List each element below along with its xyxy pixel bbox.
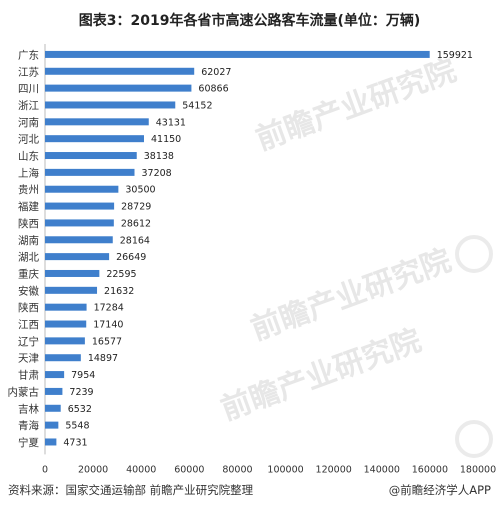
category-label: 四川	[18, 83, 39, 95]
data-label: 17140	[93, 320, 123, 331]
category-label: 天津	[18, 353, 39, 365]
bar	[45, 421, 59, 429]
x-tick-label: 40000	[126, 464, 156, 475]
category-label: 江西	[18, 319, 39, 331]
x-tick-label: 80000	[222, 464, 252, 475]
data-label: 62027	[201, 67, 231, 78]
category-label: 上海	[18, 166, 39, 179]
x-tick-label: 100000	[267, 464, 303, 475]
data-label: 159921	[437, 50, 473, 61]
watermark-logo-icon	[455, 235, 493, 273]
category-label: 吉林	[18, 402, 39, 415]
category-label: 宁夏	[18, 436, 39, 449]
category-label: 陕西	[18, 301, 39, 314]
data-label: 41150	[151, 134, 181, 145]
bar	[45, 438, 57, 446]
watermark-logo-icon	[455, 420, 493, 458]
category-label: 辽宁	[18, 335, 39, 348]
data-label: 37208	[142, 168, 172, 179]
data-label: 26649	[116, 252, 146, 263]
data-label: 7239	[69, 387, 93, 398]
x-tick-label: 180000	[460, 464, 496, 475]
bar	[45, 303, 87, 311]
data-label: 7954	[71, 370, 95, 381]
data-label: 5548	[65, 421, 89, 432]
data-label: 60866	[198, 84, 228, 95]
bar	[45, 168, 135, 176]
bar	[45, 84, 192, 92]
data-label: 38138	[144, 151, 174, 162]
category-label: 安徽	[18, 284, 39, 297]
footer: 资料来源：国家交通运输部 前瞻产业研究院整理 @前瞻经济学人APP	[8, 482, 491, 504]
bar	[45, 371, 65, 379]
category-label: 广东	[18, 48, 39, 61]
bar	[45, 387, 63, 395]
data-label: 43131	[156, 117, 186, 128]
bar	[45, 135, 144, 143]
source-note: 资料来源：国家交通运输部 前瞻产业研究院整理	[8, 483, 254, 497]
bar	[45, 253, 110, 261]
x-tick-label: 0	[42, 464, 48, 475]
bar	[45, 101, 176, 109]
data-label: 54152	[182, 100, 212, 111]
category-label: 河北	[18, 134, 39, 146]
chart-title: 图表3：2019年各省市高速公路客车流量(单位：万辆)	[78, 13, 421, 29]
x-tick-label: 60000	[174, 464, 204, 475]
data-label: 28729	[121, 202, 151, 213]
data-label: 21632	[104, 286, 134, 297]
x-tick-label: 20000	[78, 464, 108, 475]
bar	[45, 202, 115, 210]
bar	[45, 354, 81, 362]
x-tick-label: 120000	[316, 464, 352, 475]
data-label: 14897	[88, 353, 118, 364]
category-label: 浙江	[18, 100, 39, 112]
category-label: 福建	[18, 200, 39, 213]
category-label: 湖北	[18, 252, 39, 264]
bar	[45, 337, 85, 345]
category-label: 青海	[18, 419, 39, 432]
bar	[45, 118, 149, 126]
brand-credit: @前瞻经济学人APP	[388, 483, 491, 497]
category-label: 江苏	[18, 65, 39, 78]
category-label: 湖南	[18, 234, 39, 247]
data-label: 17284	[94, 303, 124, 314]
data-label: 28164	[120, 235, 150, 246]
bar	[45, 219, 114, 227]
data-label: 6532	[68, 404, 92, 415]
category-label: 内蒙古	[8, 385, 40, 398]
bar	[45, 67, 195, 75]
category-label: 重庆	[18, 267, 39, 280]
category-label: 甘肃	[18, 369, 39, 382]
data-label: 22595	[106, 269, 136, 280]
x-tick-label: 160000	[412, 464, 448, 475]
bar	[45, 50, 430, 58]
bar	[45, 404, 61, 412]
category-label: 河南	[18, 116, 39, 129]
bar-chart: 广东 159921 江苏 62027 四川 60866 浙江 54152 河南 43131 河北 41…	[8, 44, 496, 475]
data-label: 28612	[121, 218, 151, 229]
bar	[45, 236, 113, 244]
data-label: 16577	[92, 336, 122, 347]
category-label: 贵州	[18, 183, 39, 196]
category-label: 山东	[18, 150, 39, 163]
category-label: 陕西	[18, 217, 39, 230]
data-label: 30500	[125, 185, 155, 196]
bar	[45, 152, 137, 160]
bar	[45, 286, 98, 294]
bar	[45, 269, 100, 277]
data-label: 4731	[63, 437, 87, 448]
x-tick-label: 140000	[364, 464, 400, 475]
bar	[45, 320, 87, 328]
bar	[45, 185, 119, 193]
